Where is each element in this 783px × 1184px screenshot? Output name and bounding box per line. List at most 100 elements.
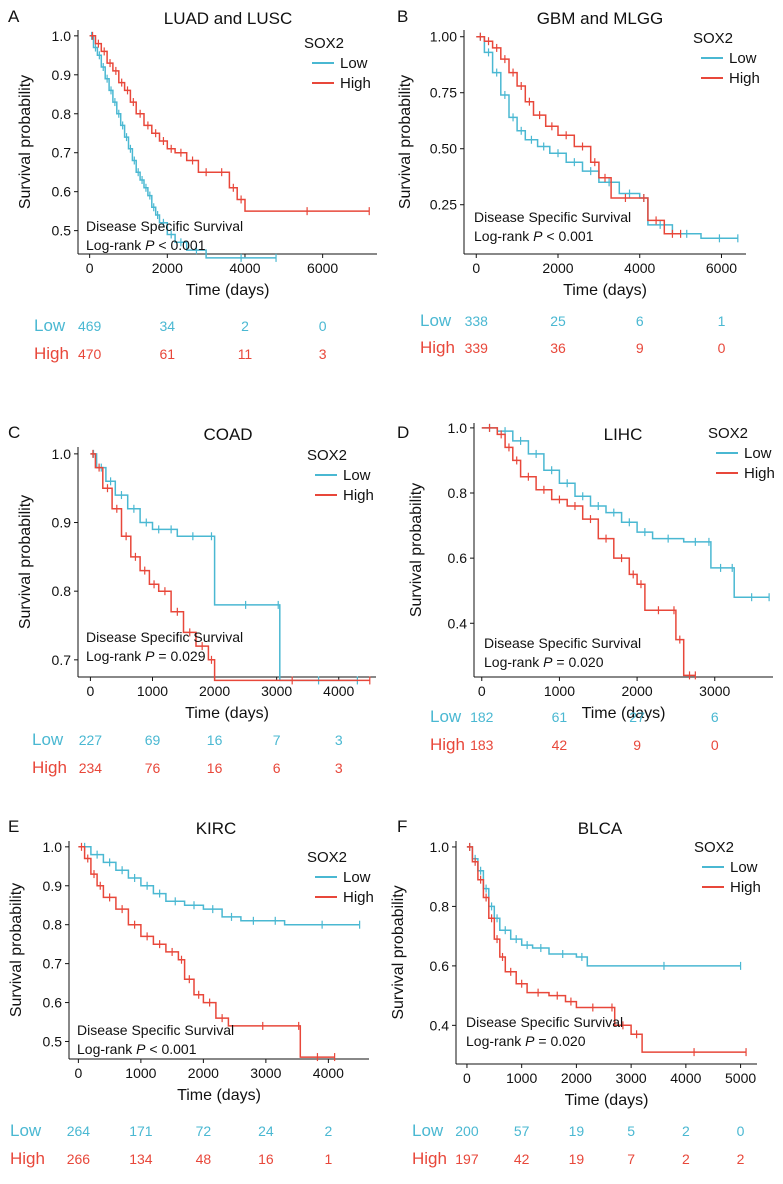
risk-table: Low High 182 183 61 42 27 9 6 0 xyxy=(430,707,719,754)
annotation-title: Disease Specific Survival xyxy=(466,1014,623,1030)
x-tick-label: 0 xyxy=(74,1065,82,1081)
risk-label-high: High xyxy=(32,758,67,777)
y-tick-label: 0.5 xyxy=(43,1033,63,1049)
risk-count-high: 3 xyxy=(335,760,343,776)
legend-label-high: High xyxy=(340,75,371,92)
chart-title: GBM and MLGG xyxy=(537,9,664,28)
risk-count-low: 171 xyxy=(129,1123,153,1139)
y-tick-label: 1.0 xyxy=(52,446,72,462)
risk-count-high: 0 xyxy=(711,737,719,753)
x-tick-label: 2000 xyxy=(199,683,230,699)
legend-title: SOX2 xyxy=(304,35,344,52)
risk-count-low: 69 xyxy=(145,732,161,748)
x-tick-label: 2000 xyxy=(542,260,573,276)
legend-label-low: Low xyxy=(744,445,772,462)
curve-low xyxy=(466,846,741,967)
x-tick-label: 0 xyxy=(86,260,94,276)
y-tick-label: 0.8 xyxy=(52,583,72,599)
risk-count-low: 2 xyxy=(241,318,249,334)
x-tick-label: 4000 xyxy=(313,1065,344,1081)
curve-high xyxy=(481,427,696,677)
x-tick-label: 2000 xyxy=(622,683,653,699)
risk-table: Low High 264 266 171 134 72 48 24 16 2 1 xyxy=(10,1121,332,1168)
risk-count-high: 7 xyxy=(627,1151,635,1167)
annotation-pvalue: Log-rank P < 0.001 xyxy=(77,1041,197,1057)
risk-label-high: High xyxy=(412,1149,447,1168)
annotation-title: Disease Specific Survival xyxy=(484,635,641,651)
annotation-pvalue: Log-rank P < 0.001 xyxy=(86,237,206,253)
y-tick-label: 0.8 xyxy=(448,485,468,501)
risk-count-high: 48 xyxy=(196,1151,212,1167)
y-tick-label: 0.7 xyxy=(52,652,72,668)
y-tick-label: 1.0 xyxy=(430,839,450,855)
risk-count-high: 1 xyxy=(324,1151,332,1167)
chart-title: COAD xyxy=(203,425,252,444)
y-tick-label: 0.6 xyxy=(52,184,72,200)
legend-label-high: High xyxy=(729,70,760,87)
panel-c: C COAD 0.7 0.8 0.9 1.0 0 1000 2000 3000 4000 Time (… xyxy=(8,423,376,777)
y-tick-label: 0.8 xyxy=(430,898,450,914)
x-tick-label: 0 xyxy=(472,260,480,276)
y-tick-label: 0.6 xyxy=(448,550,468,566)
risk-count-high: 61 xyxy=(160,346,176,362)
risk-count-low: 264 xyxy=(67,1123,91,1139)
risk-count-high: 42 xyxy=(514,1151,530,1167)
y-axis-label: Survival probability xyxy=(8,883,25,1017)
x-tick-label: 6000 xyxy=(706,260,737,276)
risk-count-low: 2 xyxy=(682,1123,690,1139)
y-tick-label: 0.7 xyxy=(43,956,63,972)
annotation-pvalue: Log-rank P < 0.001 xyxy=(474,228,594,244)
panel-letter: C xyxy=(8,423,20,442)
risk-count-low: 469 xyxy=(78,318,102,334)
risk-label-low: Low xyxy=(32,730,64,749)
risk-count-low: 57 xyxy=(514,1123,530,1139)
x-axis-label: Time (days) xyxy=(177,1087,261,1104)
y-tick-label: 0.25 xyxy=(430,197,457,213)
risk-count-high: 3 xyxy=(319,346,327,362)
risk-count-high: 16 xyxy=(207,760,223,776)
y-tick-label: 0.50 xyxy=(430,141,457,157)
panel-letter: B xyxy=(397,7,408,26)
y-tick-label: 0.8 xyxy=(52,106,72,122)
y-axis-label: Survival probability xyxy=(17,495,34,629)
x-tick-label: 3000 xyxy=(261,683,292,699)
risk-table: Low High 338 339 25 36 6 9 1 0 xyxy=(420,311,726,357)
legend-title: SOX2 xyxy=(708,425,748,442)
risk-count-high: 19 xyxy=(569,1151,585,1167)
annotation-title: Disease Specific Survival xyxy=(77,1022,234,1038)
legend: SOX2 Low High xyxy=(307,447,374,504)
y-tick-label: 0.4 xyxy=(430,1017,450,1033)
risk-count-low: 5 xyxy=(627,1123,635,1139)
x-tick-label: 3000 xyxy=(250,1065,281,1081)
risk-count-high: 339 xyxy=(465,340,489,356)
y-tick-label: 0.9 xyxy=(52,67,72,83)
y-tick-label: 0.9 xyxy=(52,515,72,531)
y-tick-label: 0.7 xyxy=(52,145,72,161)
x-axis-label: Time (days) xyxy=(565,1092,649,1109)
y-axis-label: Survival probability xyxy=(390,885,407,1019)
risk-label-low: Low xyxy=(10,1121,42,1140)
curve-high xyxy=(89,35,370,212)
panel-letter: A xyxy=(8,7,20,26)
legend-label-low: Low xyxy=(729,50,757,67)
legend: SOX2 Low High xyxy=(694,839,761,896)
risk-count-high: 6 xyxy=(273,760,281,776)
risk-count-low: 182 xyxy=(470,709,494,725)
y-tick-label: 0.5 xyxy=(52,223,72,239)
y-axis-label: Survival probability xyxy=(408,483,425,617)
annotation-pvalue: Log-rank P = 0.020 xyxy=(484,654,604,670)
panel-e: E KIRC 0.5 0.6 0.7 0.8 0.9 1.0 0 1000 2000 3000 4000… xyxy=(8,817,374,1168)
curve-low xyxy=(90,453,358,682)
risk-label-high: High xyxy=(10,1149,45,1168)
panel-letter: E xyxy=(8,817,19,836)
annotation-title: Disease Specific Survival xyxy=(474,209,631,225)
legend-title: SOX2 xyxy=(307,849,347,866)
y-tick-label: 1.0 xyxy=(448,420,468,436)
x-tick-label: 4000 xyxy=(670,1070,701,1086)
risk-count-high: 266 xyxy=(67,1151,91,1167)
risk-count-low: 3 xyxy=(335,732,343,748)
